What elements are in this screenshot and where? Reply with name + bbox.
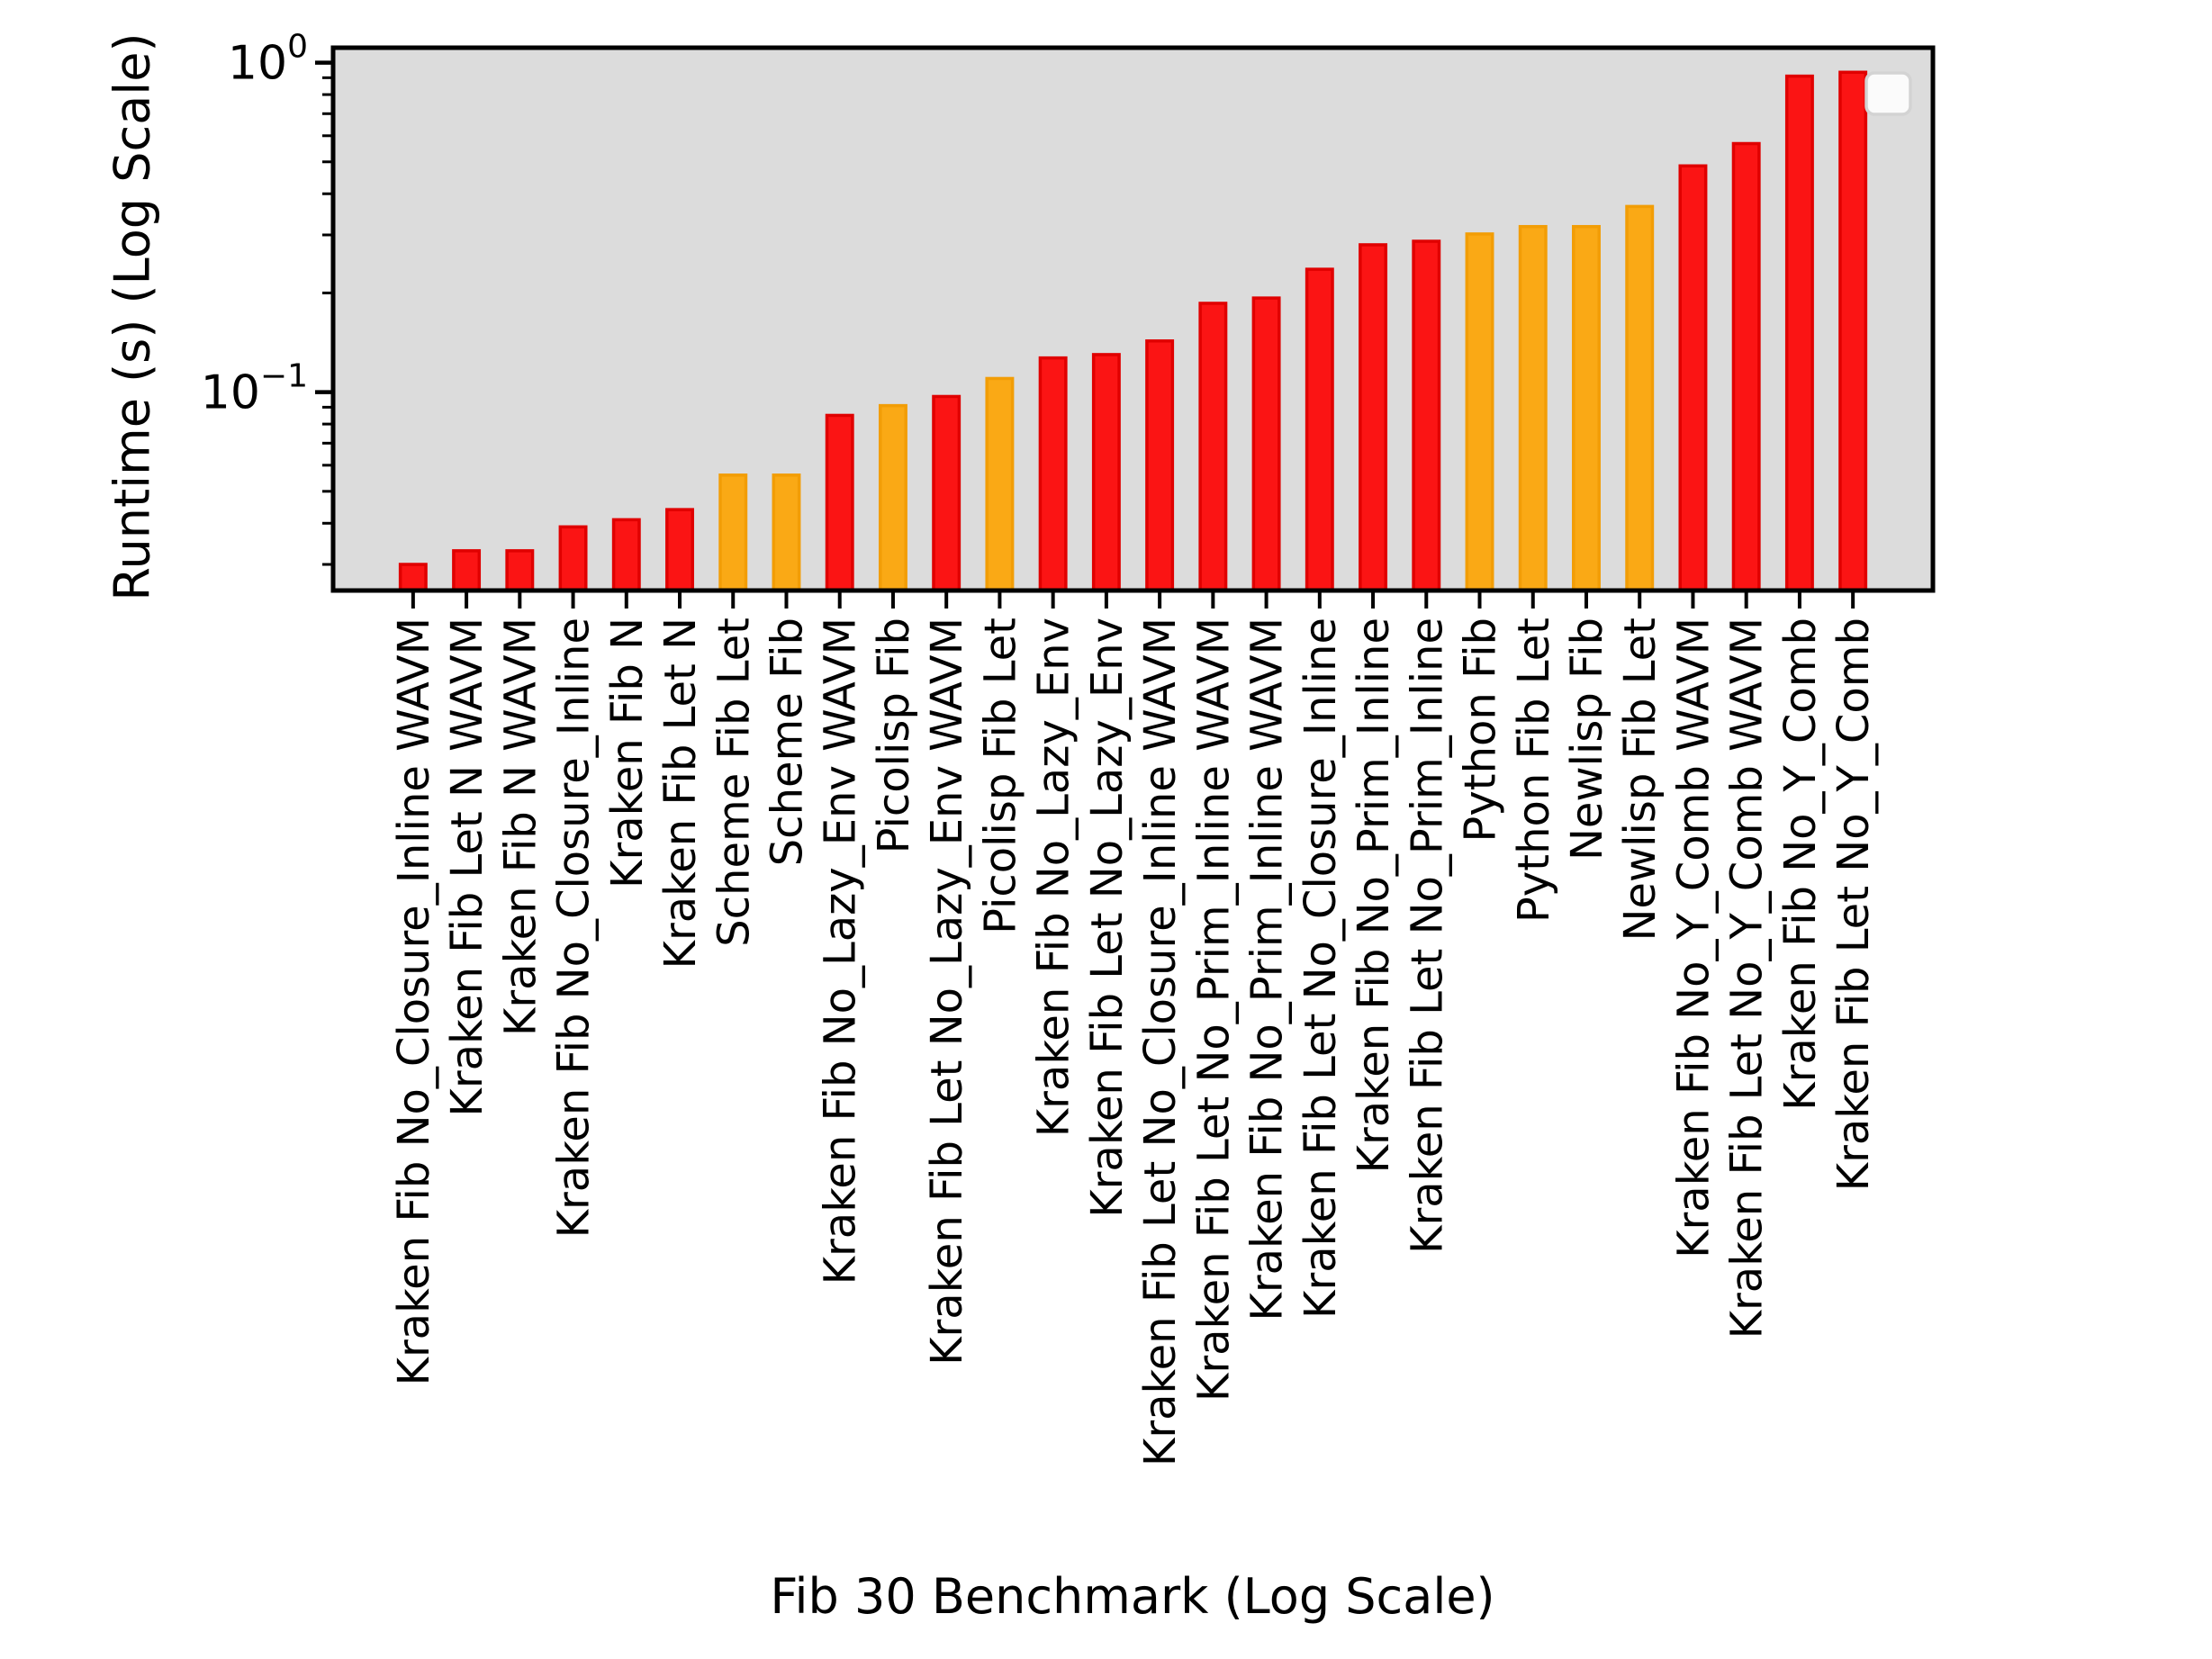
plot-frame [330,45,1936,593]
x-tick-label: Kraken Fib Let No_Y_Comb [1828,618,1879,1191]
bar [1518,224,1548,592]
bar [1251,296,1281,592]
bar [772,473,801,592]
legend-box [1864,71,1912,116]
bar [1784,74,1814,592]
bar [611,518,641,592]
x-tick-label: Kraken Fib No_Closure_Inline [549,618,600,1238]
bar [1198,302,1228,592]
x-tick-label: Kraken Fib N [602,618,653,888]
bar [1359,243,1388,592]
x-tick-label: Kraken Fib Let No_Closure_Inline [1296,618,1346,1319]
bar [452,549,482,592]
x-tick-label: Kraken Fib No_Closure_Inline WAVM [389,618,439,1386]
x-tick-label: Kraken Fib No_Lazy_Env WAVM [816,618,866,1285]
x-tick-label: Kraken Fib Let No_Y_Comb WAVM [1722,618,1773,1339]
bar [558,525,588,592]
plot-background [333,48,1933,591]
bar [1038,356,1068,592]
bar [1572,224,1601,592]
x-tick-label: Kraken Fib Let No_Lazy_Env WAVM [922,618,972,1366]
x-tick-label: Kraken Fib Let No_Prim_Inline WAVM [1188,618,1239,1402]
bar [1465,232,1494,592]
bar [398,563,428,592]
x-tick-label: Kraken Fib No_Prim_Inline WAVM [1242,618,1293,1321]
bar [1838,70,1868,592]
x-tick-label: Python Fib Let [1509,618,1559,923]
x-tick-label: Picolisp Fib [869,618,919,853]
y-axis-title: Runtime (s) (Log Scale) [104,32,161,601]
x-tick-label: Scheme Fib [762,618,812,866]
x-tick-label: Kraken Fib No_Y_Comb WAVM [1668,618,1719,1258]
bar [665,508,694,592]
bar [1731,141,1761,592]
bar [718,473,748,592]
x-tick-label: Kraken Fib Let No_Lazy_Env [1082,618,1133,1218]
y-tick-label: 10−1 [201,358,308,420]
x-tick-label: Kraken Fib No_Y_Comb [1775,618,1826,1111]
bar [1305,267,1334,592]
x-tick-label: Scheme Fib Let [709,618,759,947]
bar [878,403,907,592]
y-tick-label: 100 [228,29,308,91]
bar [505,549,535,592]
x-tick-label: Newlisp Fib [1562,618,1612,861]
x-tick-label: Kraken Fib Let No_Closure_Inline WAVM [1135,618,1186,1466]
x-tick-label: Newlisp Fib Let [1615,618,1666,942]
bar [1145,339,1175,592]
bar [1678,164,1708,592]
x-axis-title: Fib 30 Benchmark (Log Scale) [770,1568,1495,1625]
bar [1091,353,1121,592]
x-tick-label: Kraken Fib Let N [655,618,706,969]
bar [1625,204,1655,592]
bar [932,394,962,592]
x-tick-label: Kraken Fib No_Lazy_Env [1029,618,1079,1137]
x-tick-label: Kraken Fib N WAVM [495,618,546,1036]
bar [985,376,1015,592]
x-tick-label: Kraken Fib Let N WAVM [442,618,492,1117]
x-tick-label: Kraken Fib No_Prim_Inline [1349,618,1399,1174]
x-tick-label: Picolisp Fib Let [975,618,1025,934]
x-tick-label: Kraken Fib Let No_Prim_Inline [1402,618,1452,1254]
bar [1412,239,1441,592]
x-tick-label: Python Fib [1456,618,1506,843]
bar [825,413,854,592]
